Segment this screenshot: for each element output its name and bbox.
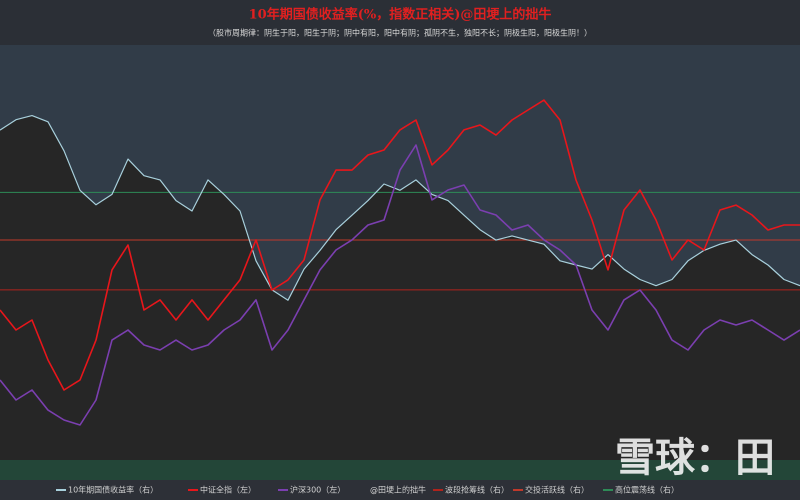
watermark: 雪球：田 [615, 435, 775, 481]
series-line [0, 144, 800, 426]
legend-label: 高位震荡线（右） [615, 485, 679, 495]
legend-label: 交投活跃线（右） [525, 485, 589, 495]
yield-area [0, 115, 800, 460]
chart-subtitle: （股市周期律：阴生于阳，阳生于阴；阴中有阳，阳中有阴；孤阴不生，独阳不长；阴极生… [208, 28, 592, 38]
legend-label: 沪深300（左） [290, 485, 345, 495]
legend-background [0, 480, 800, 500]
legend-label: 波段抢筹线（右） [445, 485, 509, 495]
legend-label: @田埂上的拙牛 [370, 485, 426, 495]
chart-title: 10年期国债收益率(%，指数正相关)@田埂上的拙牛 [249, 7, 552, 23]
legend-label: 中证全指（左） [200, 485, 256, 495]
bottom-band [0, 460, 800, 480]
series-line [0, 99, 800, 391]
legend-label: 10年期国债收益率（右） [68, 485, 158, 495]
series-line [0, 115, 800, 301]
